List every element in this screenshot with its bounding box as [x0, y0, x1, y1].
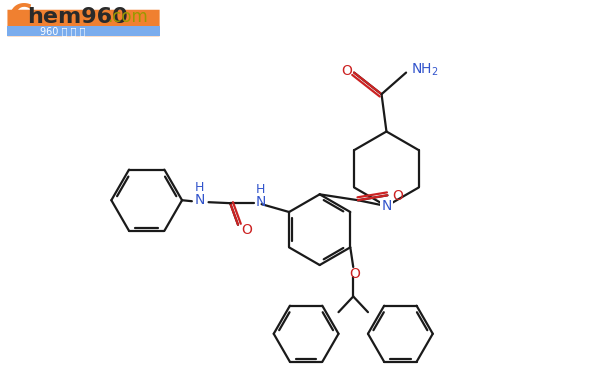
Text: O: O [392, 189, 403, 203]
Text: N: N [381, 199, 391, 213]
Text: N: N [195, 193, 205, 207]
Text: H: H [256, 183, 265, 196]
Text: .com: .com [108, 8, 148, 26]
Text: C: C [8, 2, 31, 31]
Text: N: N [255, 195, 266, 209]
Text: O: O [349, 267, 359, 281]
FancyBboxPatch shape [7, 10, 160, 36]
Bar [7, 26, 160, 36]
Text: hem960: hem960 [27, 7, 128, 27]
Text: O: O [342, 64, 353, 78]
Text: 960 化 工 网: 960 化 工 网 [40, 26, 85, 36]
Text: O: O [241, 223, 252, 237]
Text: NH$_2$: NH$_2$ [411, 62, 439, 78]
Text: H: H [195, 182, 204, 194]
